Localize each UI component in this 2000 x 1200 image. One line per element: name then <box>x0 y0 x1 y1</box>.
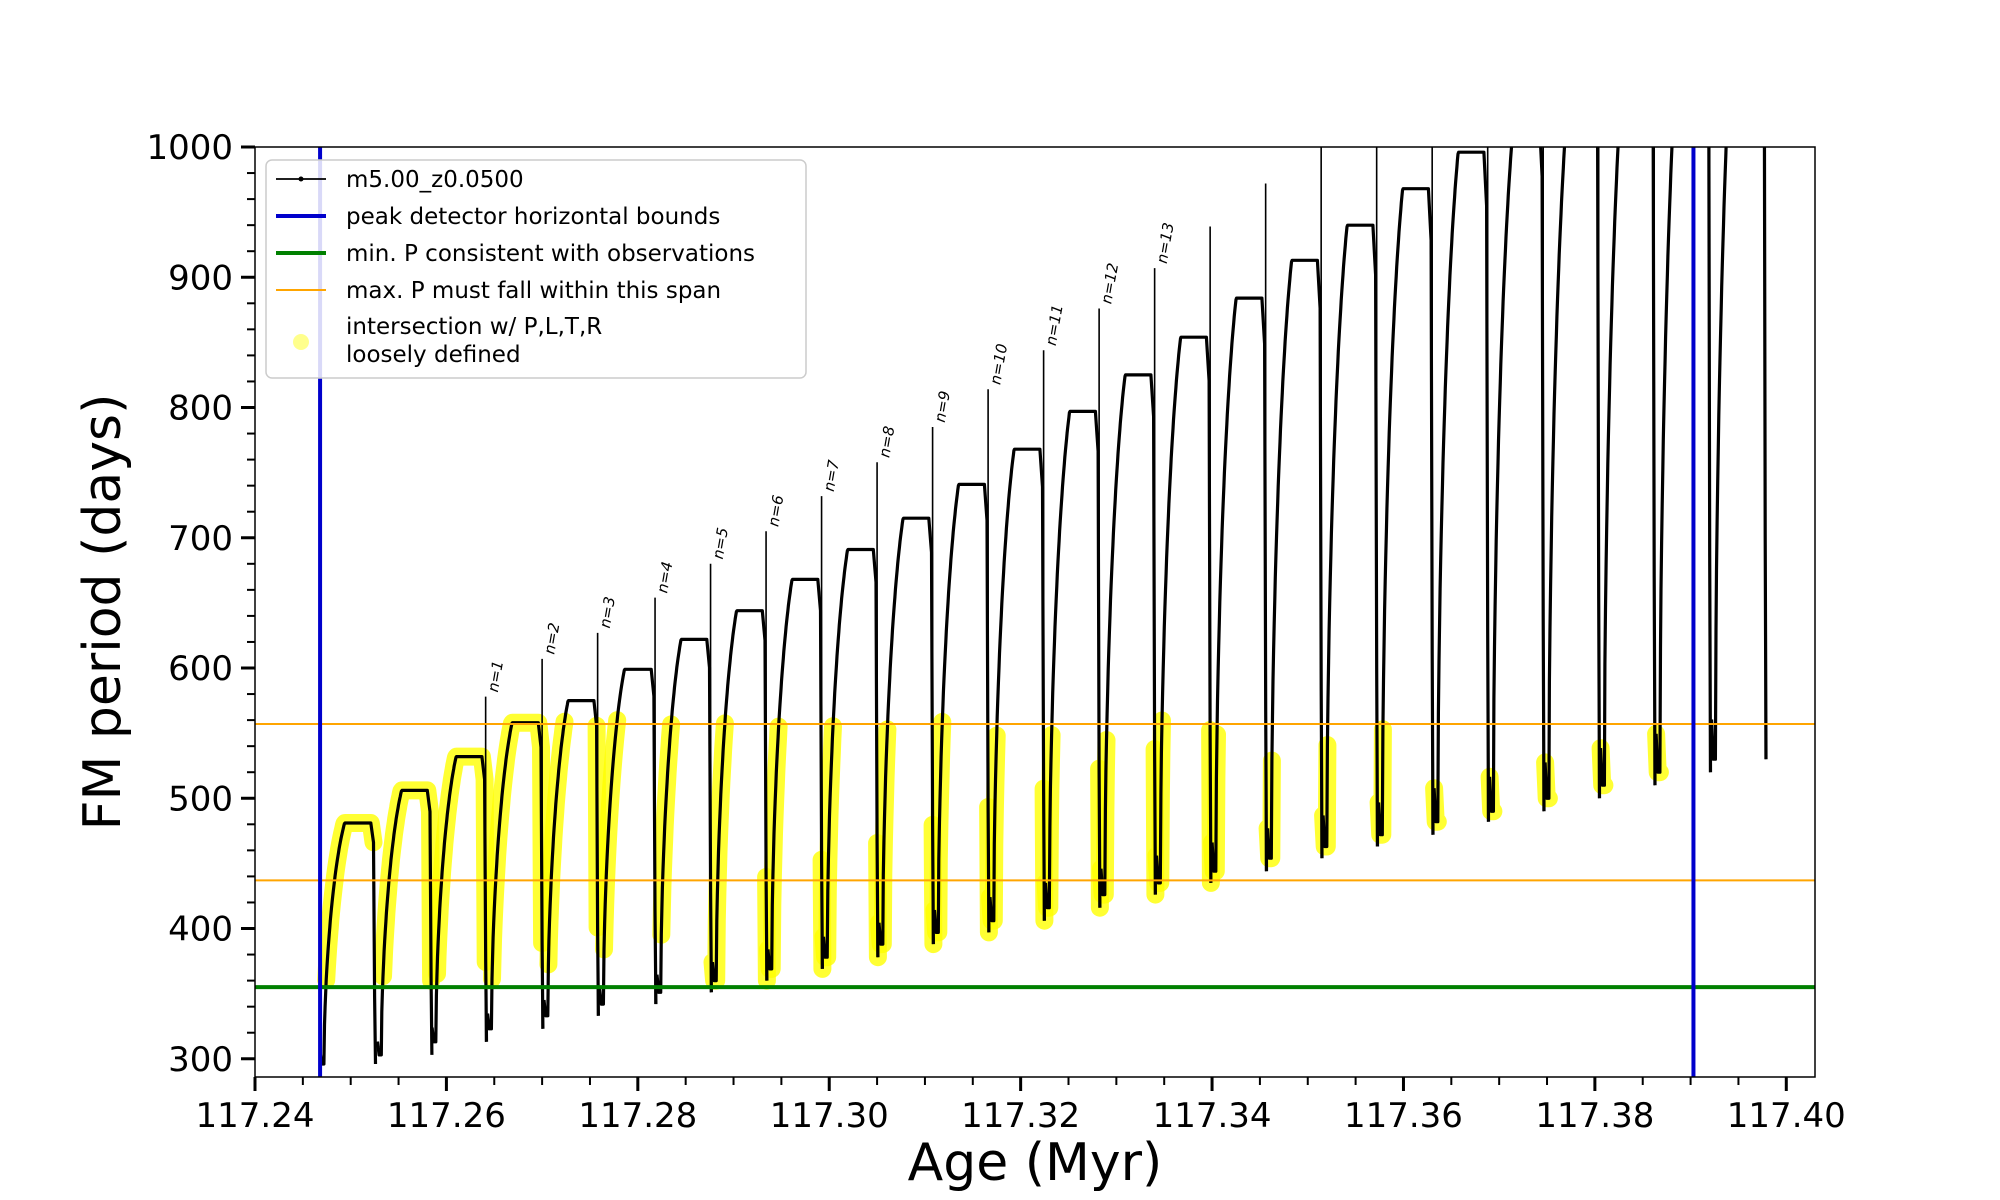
y-axis-title: FM period (days) <box>73 394 133 831</box>
legend-label-max-period: max. P must fall within this span <box>346 278 721 304</box>
x-tick-label: 117.32 <box>961 1096 1080 1136</box>
y-tick-label: 800 <box>168 389 233 429</box>
legend-item-min-period: min. P consistent with observations <box>276 241 755 267</box>
track-markers <box>823 549 879 958</box>
track-markers <box>377 789 433 1056</box>
axes-layer: 117.24 117.26 117.28 117.30 117.32 117.34 117.… <box>146 128 1845 1136</box>
x-tick-label: 117.36 <box>1344 1096 1463 1136</box>
track-segment <box>1432 150 1491 824</box>
track-segment <box>1599 147 1657 787</box>
track-segment <box>877 516 935 946</box>
track-segment <box>1099 373 1157 897</box>
legend-label-intersection-2: loosely defined <box>346 342 521 368</box>
y-tick-label: 500 <box>168 779 233 819</box>
intersection-highlight <box>483 713 552 988</box>
track-segment <box>486 721 545 1031</box>
y-tick-label: 1000 <box>146 128 233 168</box>
track-markers <box>934 483 990 933</box>
x-tick-label: 117.40 <box>1727 1096 1846 1136</box>
track-markers <box>767 578 823 970</box>
pulse-label: n=1 <box>484 659 507 693</box>
pulse-label: n=12 <box>1097 262 1122 306</box>
legend-label-track: m5.00_z0.0500 <box>346 167 524 193</box>
track-markers <box>1433 151 1489 823</box>
track-segment <box>1210 296 1269 873</box>
pulse-label: n=4 <box>653 560 676 594</box>
y-tick-label: 300 <box>168 1040 233 1080</box>
legend-track-marker <box>298 176 304 182</box>
track-markers <box>319 822 376 1065</box>
x-tick-label: 117.38 <box>1535 1096 1654 1136</box>
legend: m5.00_z0.0500 peak detector horizontal b… <box>265 159 807 379</box>
pulse-label: n=13 <box>1153 221 1178 265</box>
track-segment <box>1710 147 1768 761</box>
intersection-highlight <box>374 781 441 990</box>
y-tick-label: 900 <box>168 258 233 298</box>
legend-intersection-swatch <box>293 334 309 350</box>
x-tick-label: 117.26 <box>387 1096 506 1136</box>
pulse-label: n=9 <box>931 389 954 423</box>
legend-item-intersection: intersection w/ P,L,T,R loosely defined <box>293 314 602 368</box>
x-tick-label: 117.24 <box>196 1096 315 1136</box>
legend-item-track: m5.00_z0.0500 <box>276 167 524 193</box>
legend-label-intersection-1: intersection w/ P,L,T,R <box>346 314 602 340</box>
track-segment <box>988 447 1046 923</box>
legend-item-peak-bounds: peak detector horizontal bounds <box>276 204 720 230</box>
pulse-label: n=5 <box>709 526 732 560</box>
plot-frame <box>254 146 1816 1078</box>
track-segment <box>1321 223 1380 849</box>
track-markers <box>712 610 768 982</box>
track-segment <box>1654 147 1713 774</box>
track-segment <box>542 699 600 1018</box>
y-tick-label: 600 <box>168 649 233 689</box>
pulse-label: n=8 <box>875 425 898 459</box>
x-tick-label: 117.30 <box>770 1096 889 1136</box>
pulse-labels: n=1 n=2 n=3 n=4 n=5 n=6 n=7 n=8 n=9 n=10 n=11 n=12 n… <box>484 221 1178 693</box>
pulse-label: n=6 <box>764 494 787 528</box>
pulse-label: n=3 <box>596 595 619 629</box>
legend-frame <box>265 159 807 379</box>
track-markers <box>1600 147 1656 786</box>
track-segment <box>1488 147 1546 813</box>
legend-label-min-period: min. P consistent with observations <box>346 241 755 267</box>
x-tick-label: 117.34 <box>1153 1096 1272 1136</box>
x-axis-title: Age (Myr) <box>908 1133 1163 1193</box>
pulse-label: n=7 <box>820 458 843 493</box>
track-markers <box>1544 147 1600 799</box>
track-segment <box>1043 409 1102 910</box>
y-tick-label: 400 <box>168 910 233 950</box>
legend-label-peak-bounds: peak detector horizontal bounds <box>346 204 720 230</box>
x-tick-label: 117.28 <box>578 1096 697 1136</box>
track-markers <box>656 638 712 993</box>
pulse-label: n=11 <box>1042 303 1067 347</box>
track-segment <box>1266 258 1324 860</box>
pulse-label: n=2 <box>540 621 563 655</box>
pulse-label: n=10 <box>986 342 1011 386</box>
track-segment <box>430 755 489 1044</box>
plot-area <box>255 147 1815 1077</box>
track-markers <box>599 668 657 1005</box>
track-layer <box>318 147 1768 1066</box>
track-markers <box>1156 336 1212 884</box>
track-segment <box>1377 187 1435 837</box>
legend-item-max-period-span: max. P must fall within this span <box>276 278 721 304</box>
y-tick-label: 700 <box>168 519 233 559</box>
intersection-highlight <box>428 747 495 983</box>
